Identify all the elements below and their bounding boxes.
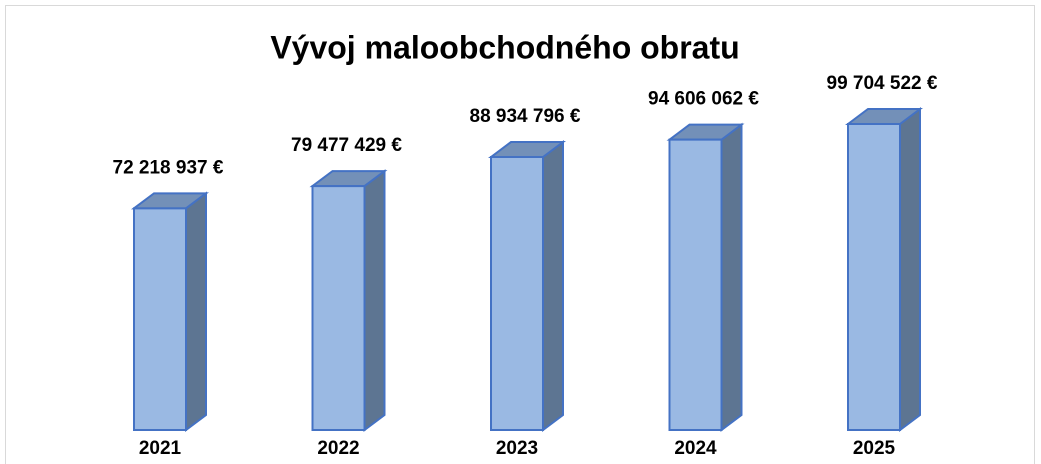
bar-side: [542, 140, 564, 432]
x-tick-label: 2022: [317, 438, 359, 459]
bar-side: [185, 191, 207, 432]
bar-side: [363, 169, 386, 432]
bar: [131, 191, 209, 432]
bar-front: [133, 207, 187, 431]
bar-front: [847, 123, 901, 431]
bar: [845, 107, 923, 432]
bar: [309, 169, 388, 432]
value-label: 72 218 937 €: [113, 157, 224, 178]
value-label: 88 934 796 €: [470, 106, 581, 127]
bar-side: [899, 107, 921, 432]
x-tick-label: 2021: [139, 438, 182, 459]
bar-front: [490, 156, 544, 431]
x-tick-label: 2025: [853, 438, 896, 459]
bar-side: [720, 122, 743, 432]
chart-title: Vývoj maloobchodného obratu: [270, 29, 739, 65]
value-label: 99 704 522 €: [827, 73, 938, 94]
x-tick-label: 2023: [496, 438, 538, 459]
bar-front: [311, 185, 366, 431]
value-label: 79 477 429 €: [291, 135, 402, 156]
x-tick-label: 2024: [674, 438, 717, 459]
bar: [666, 122, 745, 432]
bar-front: [668, 138, 723, 431]
value-label: 94 606 062 €: [648, 89, 759, 110]
bar: [488, 140, 566, 432]
